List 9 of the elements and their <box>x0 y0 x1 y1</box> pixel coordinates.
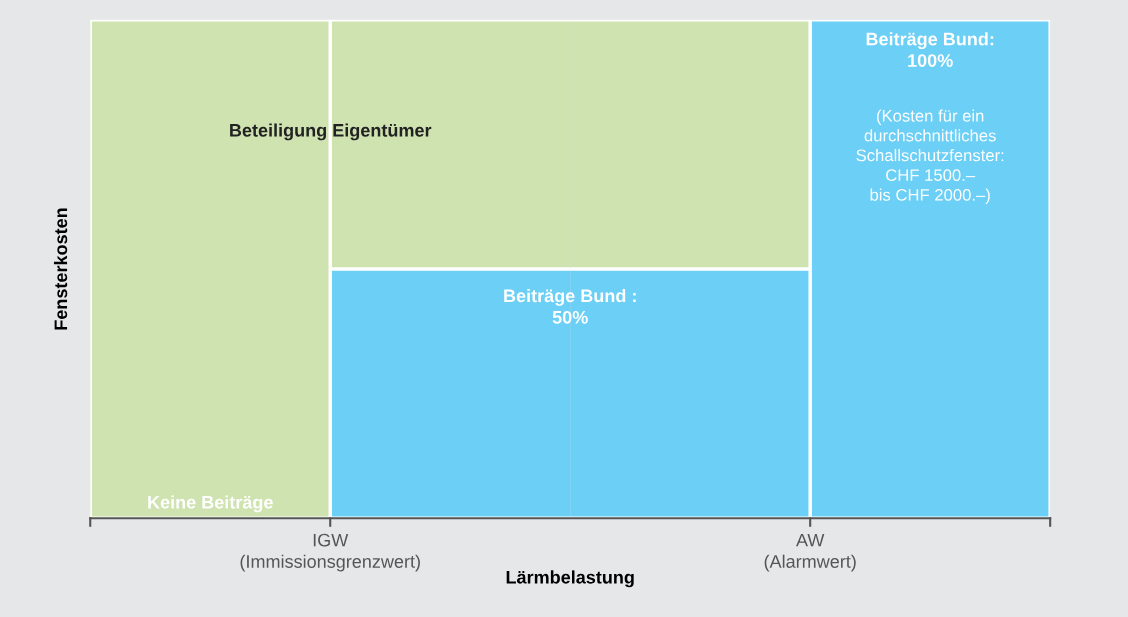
text: AW (Alarmwert) <box>764 533 856 572</box>
y-axis-title: Fensterkosten <box>53 208 68 330</box>
text: IGW (Immissionsgrenzwert) <box>240 533 420 572</box>
annotation: Beiträge Bund: 100% <box>866 32 994 67</box>
annotation: Beteiligung Eigentümer <box>230 123 432 141</box>
annotation: Beiträge Bund : 50% <box>504 288 636 324</box>
annotation: Keine Beiträge <box>148 495 273 513</box>
x-axis-title: Lärmbelastung <box>506 570 634 588</box>
annotation: (Kosten für ein durchschnittliches Schallschutzfenster: CHF 1500.– bis CHF 2000.–) <box>856 109 1004 205</box>
